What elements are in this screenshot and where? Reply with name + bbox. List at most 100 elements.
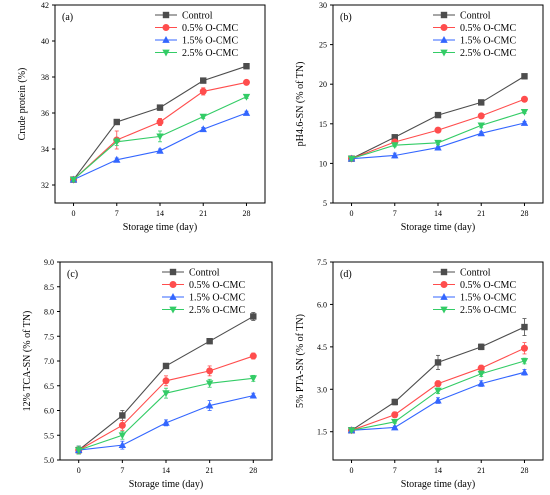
y-tick-label: 3.0: [317, 385, 327, 394]
data-point: [477, 129, 485, 137]
data-point: [113, 118, 120, 126]
data-point: [249, 352, 257, 360]
legend-item: Control: [433, 268, 491, 279]
data-point: [113, 138, 121, 146]
y-tick-label: 7.5: [317, 258, 327, 267]
data-point: [520, 109, 529, 116]
x-tick-label: 7: [115, 209, 119, 218]
y-tick-label: 8.5: [44, 283, 54, 292]
y-tick-label: 9.0: [44, 258, 54, 267]
panel-label: (a): [62, 12, 73, 23]
y-tick-label: 36: [41, 109, 49, 118]
data-point: [520, 358, 529, 365]
data-point: [118, 441, 127, 449]
x-tick-label: 14: [162, 466, 170, 475]
legend-label: 1.5% O-CMC: [182, 36, 238, 47]
legend-marker: [440, 281, 448, 288]
data-point: [249, 375, 257, 383]
data-point: [162, 390, 170, 398]
data-point: [199, 113, 207, 121]
series-3: [347, 368, 529, 434]
data-point: [162, 418, 170, 426]
legend-item: 1.5% O-CMC: [433, 293, 516, 304]
data-point: [391, 398, 398, 406]
legend-item: 0.5% O-CMC: [162, 280, 245, 291]
data-point: [478, 99, 485, 106]
data-point: [206, 367, 214, 375]
x-tick-label: 28: [249, 466, 257, 475]
legend-label: 0.5% O-CMC: [460, 280, 516, 291]
y-tick-label: 20: [319, 80, 327, 89]
legend-item: Control: [155, 11, 213, 22]
legend-label: 2.5% O-CMC: [460, 48, 516, 59]
legend-item: 0.5% O-CMC: [433, 23, 516, 34]
series-4: [69, 93, 251, 184]
panel-label: (b): [340, 12, 352, 23]
series-line: [351, 360, 525, 431]
panel-c: 0 7 14 21 28 5.0 5.5 6.0 6.5 7.0 7.5 8.0 8.5 9.0 Stora…: [22, 258, 273, 490]
data-point: [249, 391, 257, 399]
y-tick-label: 25: [319, 41, 327, 50]
y-tick-label: 32: [41, 181, 49, 190]
x-tick-label: 0: [350, 209, 354, 218]
y-tick-label: 6.0: [317, 300, 327, 309]
y-tick-label: 7.0: [44, 357, 54, 366]
data-point: [477, 122, 485, 130]
series-3: [75, 391, 257, 455]
legend-label: 1.5% O-CMC: [460, 36, 516, 47]
x-axis-title: Storage time (day): [401, 479, 475, 490]
data-point: [434, 396, 442, 404]
x-axis-title: Storage time (day): [401, 222, 475, 233]
x-tick-label: 0: [350, 466, 354, 475]
legend-item: Control: [433, 11, 491, 22]
data-point: [521, 323, 528, 331]
x-axis-title: Storage time (day): [129, 479, 203, 490]
legend-label: Control: [460, 11, 491, 22]
series-1: [348, 318, 528, 434]
x-tick-label: 0: [77, 466, 81, 475]
data-point: [206, 338, 213, 345]
legend-label: 0.5% O-CMC: [460, 23, 516, 34]
legend-marker: [162, 36, 170, 43]
y-tick-label: 10: [319, 159, 327, 168]
x-tick-label: 14: [434, 466, 442, 475]
data-point: [434, 359, 442, 366]
panel-b: 0 7 14 21 28 5 10 15 20 25 30 Storage time (day) pH4…: [295, 1, 544, 233]
x-tick-label: 21: [477, 209, 485, 218]
y-tick-label: 1.5: [317, 428, 327, 437]
legend-marker: [440, 36, 448, 43]
x-tick-label: 28: [520, 466, 528, 475]
data-point: [477, 370, 485, 378]
data-point: [162, 377, 170, 385]
y-tick-label: 40: [41, 37, 49, 46]
legend-marker: [440, 306, 448, 314]
y-tick-label: 4.5: [317, 343, 327, 352]
data-point: [434, 111, 442, 119]
data-point: [391, 418, 399, 426]
legend-marker: [162, 11, 170, 19]
legend-label: 2.5% O-CMC: [182, 48, 238, 59]
data-point: [478, 343, 485, 351]
data-point: [477, 112, 485, 120]
legend-marker: [440, 293, 448, 300]
legend-item: 1.5% O-CMC: [155, 36, 238, 47]
data-point: [243, 63, 250, 70]
x-tick-label: 14: [156, 209, 164, 218]
y-axis-title: 5% PTA-SN (% of TN): [295, 314, 306, 408]
legend-item: 2.5% O-CMC: [433, 305, 516, 316]
x-axis-title: Storage time (day): [123, 222, 197, 233]
data-point: [391, 142, 399, 150]
x-tick-label: 28: [520, 209, 528, 218]
data-point: [156, 146, 164, 154]
legend-label: 0.5% O-CMC: [182, 23, 238, 34]
data-point: [156, 133, 164, 141]
data-point: [242, 93, 251, 101]
data-point: [162, 362, 170, 370]
data-point: [520, 344, 528, 352]
legend-marker: [169, 268, 177, 276]
legend-label: 1.5% O-CMC: [460, 293, 516, 304]
y-tick-label: 8.0: [44, 308, 54, 317]
